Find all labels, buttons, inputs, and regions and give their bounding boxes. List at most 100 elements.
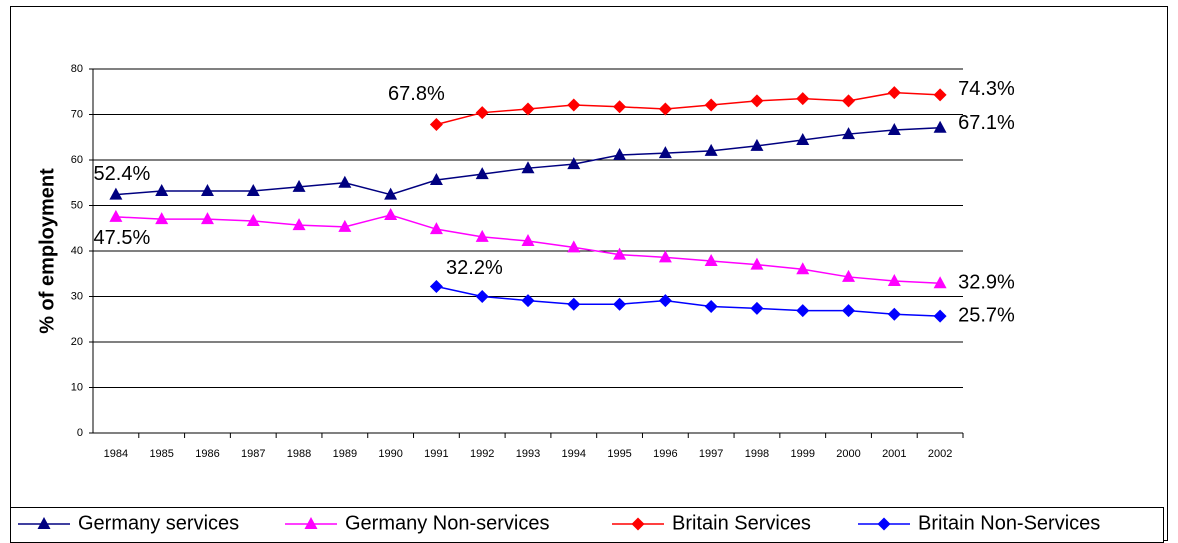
x-tick-label: 1984: [104, 448, 128, 460]
point: [155, 183, 169, 196]
y-tick-label: 50: [71, 199, 83, 211]
x-tick-label: 1988: [287, 448, 311, 460]
point: [304, 517, 318, 529]
point: [887, 122, 901, 135]
y-axis-label: % of employment: [36, 168, 58, 334]
x-tick-label: 1990: [378, 448, 402, 460]
series-line: [115, 126, 941, 196]
data-label: 25.7%: [958, 304, 1015, 326]
point: [613, 297, 627, 311]
point: [877, 517, 891, 531]
point: [704, 254, 718, 267]
point: [750, 94, 764, 108]
legend-label: Britain Services: [672, 512, 811, 534]
point: [613, 247, 627, 260]
data-label: 32.2%: [446, 257, 503, 279]
x-tick-label: 1991: [424, 448, 448, 460]
point: [658, 146, 672, 159]
point: [704, 98, 718, 112]
point: [567, 157, 581, 170]
x-tick-label: 1994: [562, 448, 586, 460]
point: [521, 102, 535, 116]
point: [475, 229, 489, 242]
y-tick-label: 10: [71, 381, 83, 393]
x-tick-label: 1997: [699, 448, 723, 460]
point: [475, 167, 489, 180]
point: [521, 233, 535, 246]
x-tick-label: 1987: [241, 448, 265, 460]
x-tick-label: 1985: [149, 448, 173, 460]
point: [567, 98, 581, 112]
x-tick-label: 1993: [516, 448, 540, 460]
point: [429, 173, 443, 186]
legend-label: Britain Non-Services: [918, 512, 1100, 534]
point: [200, 212, 214, 225]
y-tick-label: 70: [71, 108, 83, 120]
point: [521, 294, 535, 308]
point: [933, 88, 947, 102]
point: [887, 307, 901, 321]
legend-label: Germany services: [78, 512, 239, 534]
y-tick-label: 30: [71, 290, 83, 302]
point: [658, 102, 672, 116]
series-line: [436, 91, 941, 126]
point: [842, 269, 856, 282]
point: [796, 132, 810, 145]
point: [631, 517, 645, 531]
y-tick-label: 60: [71, 154, 83, 166]
point: [429, 279, 443, 293]
point: [521, 161, 535, 174]
point: [796, 262, 810, 275]
point: [384, 208, 398, 221]
x-tick-label: 1996: [653, 448, 677, 460]
point: [109, 209, 123, 222]
x-tick-label: 1999: [790, 448, 814, 460]
point: [842, 304, 856, 318]
point: [933, 120, 947, 133]
data-label: 47.5%: [94, 227, 151, 249]
point: [200, 183, 214, 196]
point: [613, 147, 627, 160]
point: [567, 240, 581, 253]
y-tick-label: 80: [71, 63, 83, 75]
series-line: [115, 214, 941, 285]
point: [796, 92, 810, 106]
point: [475, 290, 489, 303]
y-tick-label: 40: [71, 245, 83, 257]
point: [658, 294, 672, 308]
point: [796, 304, 810, 318]
data-label: 67.1%: [958, 112, 1015, 134]
point: [933, 309, 947, 323]
point: [750, 257, 764, 270]
point: [842, 127, 856, 140]
data-label: 74.3%: [958, 78, 1015, 100]
point: [384, 187, 398, 200]
point: [613, 100, 627, 114]
point: [887, 274, 901, 287]
point: [750, 138, 764, 151]
point: [887, 86, 901, 100]
point: [429, 222, 443, 235]
point: [750, 301, 764, 315]
point: [567, 297, 581, 311]
point: [429, 118, 443, 132]
point: [933, 276, 947, 289]
data-label: 52.4%: [94, 163, 151, 185]
legend-label: Germany Non-services: [345, 512, 550, 534]
x-tick-label: 2002: [928, 448, 952, 460]
y-tick-label: 20: [71, 336, 83, 348]
point: [292, 218, 306, 231]
x-tick-label: 1989: [333, 448, 357, 460]
point: [155, 212, 169, 225]
point: [246, 213, 260, 226]
data-label: 67.8%: [388, 83, 445, 105]
x-tick-label: 2000: [836, 448, 860, 460]
point: [292, 179, 306, 192]
x-tick-label: 1995: [607, 448, 631, 460]
point: [658, 250, 672, 263]
point: [338, 219, 352, 232]
x-tick-label: 2001: [882, 448, 906, 460]
data-label: 32.9%: [958, 272, 1015, 294]
point: [842, 94, 856, 108]
